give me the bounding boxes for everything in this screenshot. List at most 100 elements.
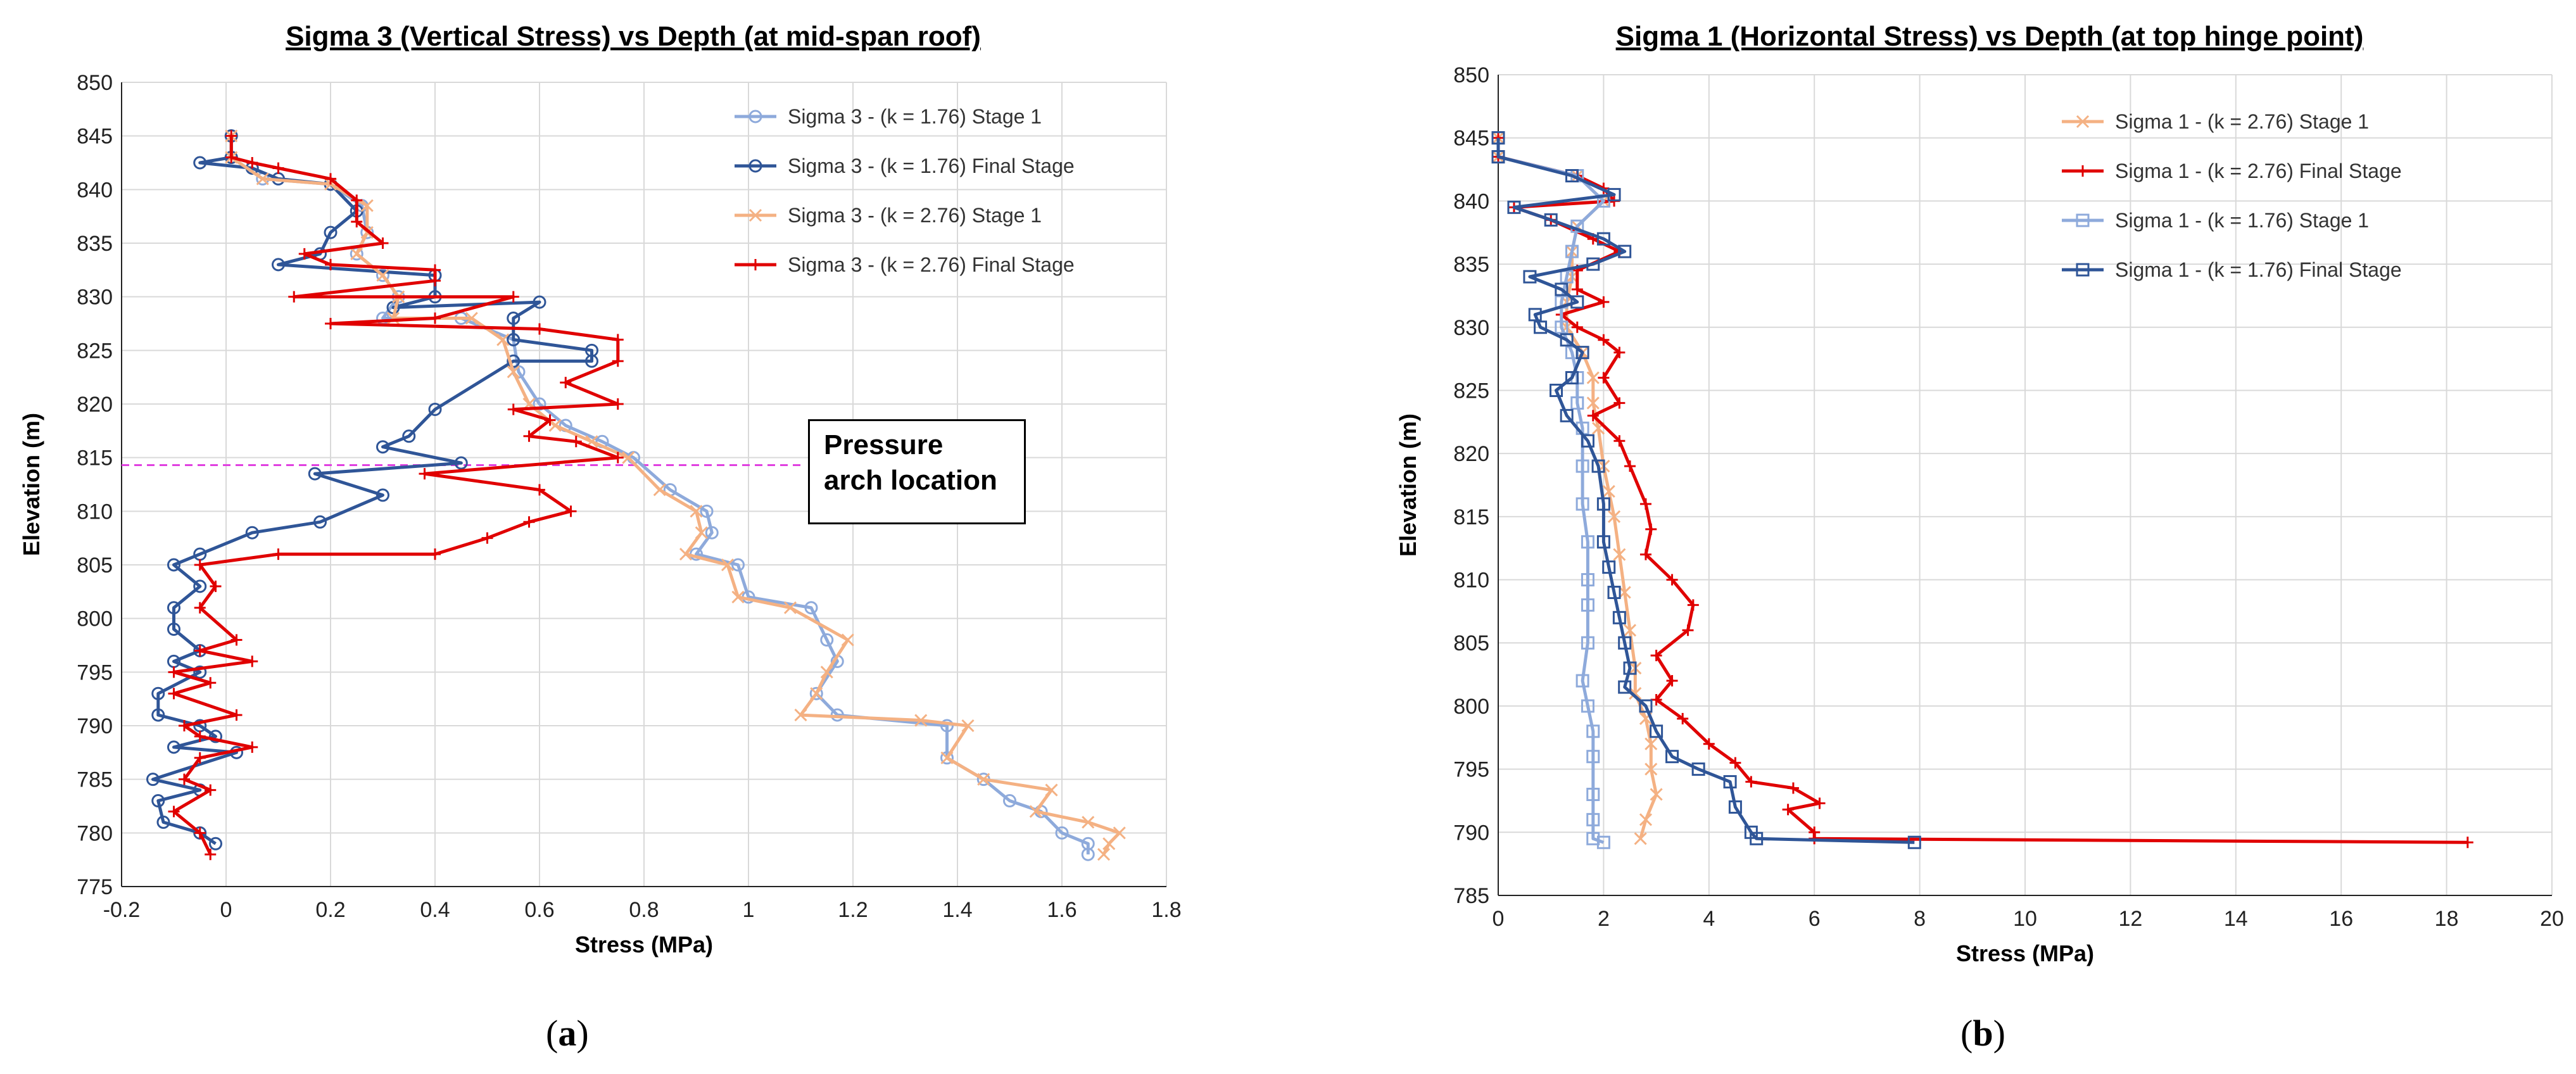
data-point (1634, 832, 1647, 845)
data-point (1571, 321, 1583, 333)
legend-label: Sigma 1 - (k = 2.76) Final Stage (2115, 160, 2402, 182)
y-tick-label: 825 (77, 339, 113, 363)
x-tick-label: 1.6 (1047, 898, 1076, 922)
data-point (560, 377, 572, 389)
data-point (168, 666, 180, 678)
y-tick-label: 795 (77, 660, 113, 685)
legend-entry: Sigma 3 - (k = 1.76) Final Stage (735, 155, 1075, 177)
pressure-arch-annotation: Pressure arch location (808, 419, 1026, 524)
data-point (1665, 750, 1679, 764)
data-point (1581, 636, 1594, 650)
data-point (1586, 787, 1600, 801)
legend-entry: Sigma 3 - (k = 2.76) Final Stage (735, 253, 1075, 276)
data-point (809, 686, 823, 700)
data-point (533, 295, 546, 309)
data-point (507, 365, 520, 379)
data-point (1003, 794, 1016, 808)
data-point (1596, 497, 1610, 511)
data-point (1570, 295, 1584, 309)
y-tick-label: 825 (1453, 379, 1489, 403)
data-point (272, 258, 285, 272)
legend-label: Sigma 1 - (k = 2.76) Stage 1 (2115, 110, 2369, 133)
y-tick-label: 835 (1453, 253, 1489, 277)
y-tick-label: 815 (77, 446, 113, 471)
data-point (1723, 775, 1737, 789)
data-point (193, 665, 207, 679)
data-point (731, 590, 745, 603)
y-tick-label: 810 (1453, 569, 1489, 593)
y-tick-label: 775 (77, 875, 113, 899)
series-line (1496, 137, 1605, 844)
data-point (1581, 699, 1594, 713)
legend-entry: Sigma 3 - (k = 1.76) Stage 1 (735, 105, 1042, 128)
data-point (940, 751, 954, 765)
data-point (1598, 296, 1610, 308)
data-point (1560, 408, 1574, 422)
data-point (194, 602, 206, 614)
y-axis-label: Elevation (m) (1395, 414, 1421, 557)
data-point (429, 548, 441, 560)
data-point (1581, 598, 1594, 612)
data-point (194, 645, 206, 657)
data-point (1618, 244, 1632, 258)
legend-marker (748, 159, 762, 173)
x-axis-label: Stress (MPa) (575, 932, 713, 957)
data-point (1102, 837, 1116, 850)
x-tick-label: 0 (1493, 907, 1505, 931)
data-point (705, 526, 719, 540)
legend-entry: Sigma 1 - (k = 1.76) Stage 1 (2062, 209, 2369, 232)
data-point (1618, 586, 1631, 599)
data-point (1081, 847, 1095, 861)
data-point (194, 730, 206, 742)
data-point (351, 194, 363, 206)
data-point (351, 216, 363, 228)
data-point (1639, 548, 1651, 560)
y-tick-label: 845 (1453, 127, 1489, 151)
data-point (1607, 585, 1621, 599)
data-point (612, 334, 624, 346)
series-4 (168, 130, 624, 861)
y-tick-label: 780 (77, 821, 113, 845)
chart-b: Sigma 1 (Horizontal Stress) vs Depth (at… (1395, 21, 2564, 966)
data-point (1814, 797, 1826, 809)
data-point (1745, 776, 1757, 788)
data-point (548, 419, 562, 432)
caption-b-letter: b (1973, 1013, 1993, 1054)
data-point (1618, 636, 1632, 650)
data-point (167, 601, 180, 615)
x-tick-label: 1.2 (838, 898, 868, 922)
data-point (1544, 213, 1558, 227)
data-point (246, 655, 258, 667)
panel-a: Sigma 3 (Vertical Stress) vs Depth (at m… (18, 21, 1182, 1054)
x-tick-label: -0.2 (103, 898, 141, 922)
data-point (1586, 257, 1600, 271)
y-tick-label: 785 (1453, 884, 1489, 908)
data-point (1613, 397, 1626, 409)
data-point (820, 633, 834, 647)
x-tick-label: 20 (2540, 907, 2564, 931)
data-point (1602, 560, 1616, 574)
legend-entry: Sigma 1 - (k = 1.76) Final Stage (2062, 258, 2402, 281)
legend-label: Sigma 1 - (k = 1.76) Stage 1 (2115, 209, 2369, 232)
y-tick-label: 795 (1453, 758, 1489, 782)
data-point (1113, 826, 1126, 840)
data-point (1045, 783, 1058, 797)
y-tick-label: 800 (1453, 695, 1489, 719)
data-point (1523, 270, 1537, 284)
data-point (1571, 283, 1583, 295)
data-point (376, 440, 389, 454)
series-line (1496, 137, 2468, 844)
legend-label: Sigma 3 - (k = 2.76) Stage 1 (788, 204, 1042, 227)
data-point (429, 264, 441, 276)
y-tick-label: 790 (1453, 821, 1489, 845)
data-point (1666, 574, 1678, 586)
data-point (612, 398, 624, 410)
data-point (1703, 738, 1715, 750)
data-point (1650, 788, 1663, 801)
data-point (1565, 371, 1579, 385)
data-point (523, 430, 535, 442)
x-tick-label: 6 (1809, 907, 1821, 931)
y-tick-label: 840 (77, 178, 113, 202)
data-point (653, 483, 666, 496)
data-point (428, 402, 442, 416)
